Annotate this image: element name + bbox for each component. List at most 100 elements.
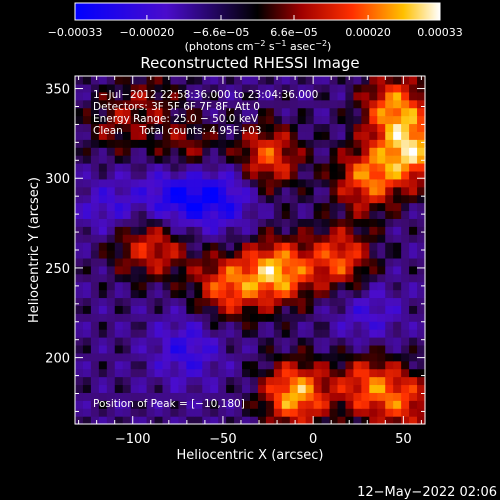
heatmap-cell [138, 305, 148, 314]
heatmap-cell [345, 344, 354, 354]
heatmap-cell [146, 250, 156, 259]
heatmap-cell [329, 368, 339, 378]
heatmap-cell [178, 337, 187, 346]
heatmap-cell [226, 337, 235, 346]
heatmap-cell [90, 265, 100, 275]
heatmap-cell [417, 305, 426, 314]
heatmap-cell [273, 416, 283, 425]
heatmap-cell [138, 337, 148, 346]
heatmap-cell [257, 163, 267, 172]
heatmap-cell [305, 76, 315, 85]
heatmap-cell [234, 321, 243, 330]
heatmap-cell [337, 242, 347, 251]
heatmap-cell [337, 218, 347, 227]
heatmap-cell [75, 273, 84, 283]
heatmap-cell [178, 194, 187, 204]
heatmap-cell [106, 123, 116, 132]
heatmap-cell [329, 107, 339, 117]
heatmap-cell [361, 352, 370, 362]
heatmap-cell [305, 155, 315, 164]
heatmap-cell [401, 99, 410, 109]
heatmap-cell [305, 313, 315, 322]
heatmap-cell [297, 242, 307, 251]
heatmap-cell [377, 123, 386, 132]
heatmap-cell [146, 163, 156, 172]
heatmap-cell [417, 242, 426, 251]
heatmap-cell [114, 297, 124, 306]
heatmap-cell [385, 194, 394, 204]
heatmap-cell [393, 218, 402, 227]
heatmap-cell [98, 352, 108, 362]
heatmap-cell [186, 368, 195, 378]
heatmap-cell [353, 76, 362, 85]
heatmap-cell [281, 265, 291, 275]
heatmap-cell [130, 250, 140, 259]
heatmap-cell [218, 155, 227, 164]
heatmap-cell [234, 170, 243, 180]
heatmap-cell [242, 344, 251, 354]
heatmap-cell [234, 408, 243, 417]
heatmap-cell [154, 147, 164, 156]
heatmap-cell [305, 281, 315, 291]
heatmap-cell [393, 273, 402, 283]
heatmap-cell [234, 226, 243, 235]
heatmap-cell [401, 273, 410, 283]
heatmap-cell [146, 202, 156, 212]
heatmap-cell [82, 186, 92, 196]
heatmap-cell [417, 107, 426, 117]
heatmap-cell [194, 273, 203, 283]
heatmap-cell [114, 226, 124, 235]
heatmap-cell [273, 202, 283, 212]
heatmap-cell [146, 234, 156, 243]
heatmap-cell [329, 115, 339, 125]
heatmap-cell [186, 392, 195, 401]
heatmap-cell [138, 265, 148, 275]
heatmap-cell [393, 194, 402, 204]
heatmap-cell [265, 186, 275, 196]
heatmap-cell [329, 392, 339, 401]
heatmap-cell [162, 123, 172, 132]
heatmap-cell [138, 76, 148, 85]
heatmap-cell [369, 76, 378, 85]
heatmap-cell [297, 376, 307, 386]
heatmap-cell [170, 321, 179, 330]
heatmap-cell [122, 368, 132, 378]
heatmap-cell [329, 226, 339, 235]
heatmap-cell [138, 107, 148, 117]
heatmap-cell [361, 273, 370, 283]
heatmap-cell [257, 91, 267, 101]
heatmap-cell [337, 210, 347, 219]
heatmap-cell [194, 352, 203, 362]
heatmap-cell [138, 234, 148, 243]
heatmap-cell [385, 250, 394, 259]
heatmap-cell [281, 344, 291, 354]
heatmap-cell [146, 352, 156, 362]
heatmap-cell [194, 99, 203, 109]
heatmap-cell [305, 83, 315, 93]
heatmap-cell [257, 384, 267, 393]
heatmap-cell [130, 408, 140, 417]
heatmap-cell [178, 352, 187, 362]
heatmap-cell [218, 289, 227, 299]
heatmap-cell [321, 360, 331, 370]
heatmap-cell [170, 352, 179, 362]
heatmap-cell [265, 131, 275, 140]
heatmap-cell [130, 313, 140, 322]
heatmap-cell [210, 313, 219, 322]
heatmap-cell [218, 337, 227, 346]
heatmap-cell [210, 289, 219, 299]
heatmap-cell [250, 281, 259, 291]
heatmap-cell [337, 76, 347, 85]
heatmap-cell [289, 218, 299, 227]
heatmap-cell [377, 226, 386, 235]
heatmap-cell [106, 155, 116, 164]
heatmap-cell [345, 265, 354, 275]
heatmap-cell [154, 99, 164, 109]
heatmap-cell [305, 305, 315, 314]
heatmap-cell [186, 115, 195, 125]
heatmap-cell [257, 352, 267, 362]
heatmap-cell [170, 400, 179, 409]
heatmap-cell [265, 76, 275, 85]
heatmap-cell [98, 289, 108, 299]
heatmap-cell [114, 170, 124, 180]
